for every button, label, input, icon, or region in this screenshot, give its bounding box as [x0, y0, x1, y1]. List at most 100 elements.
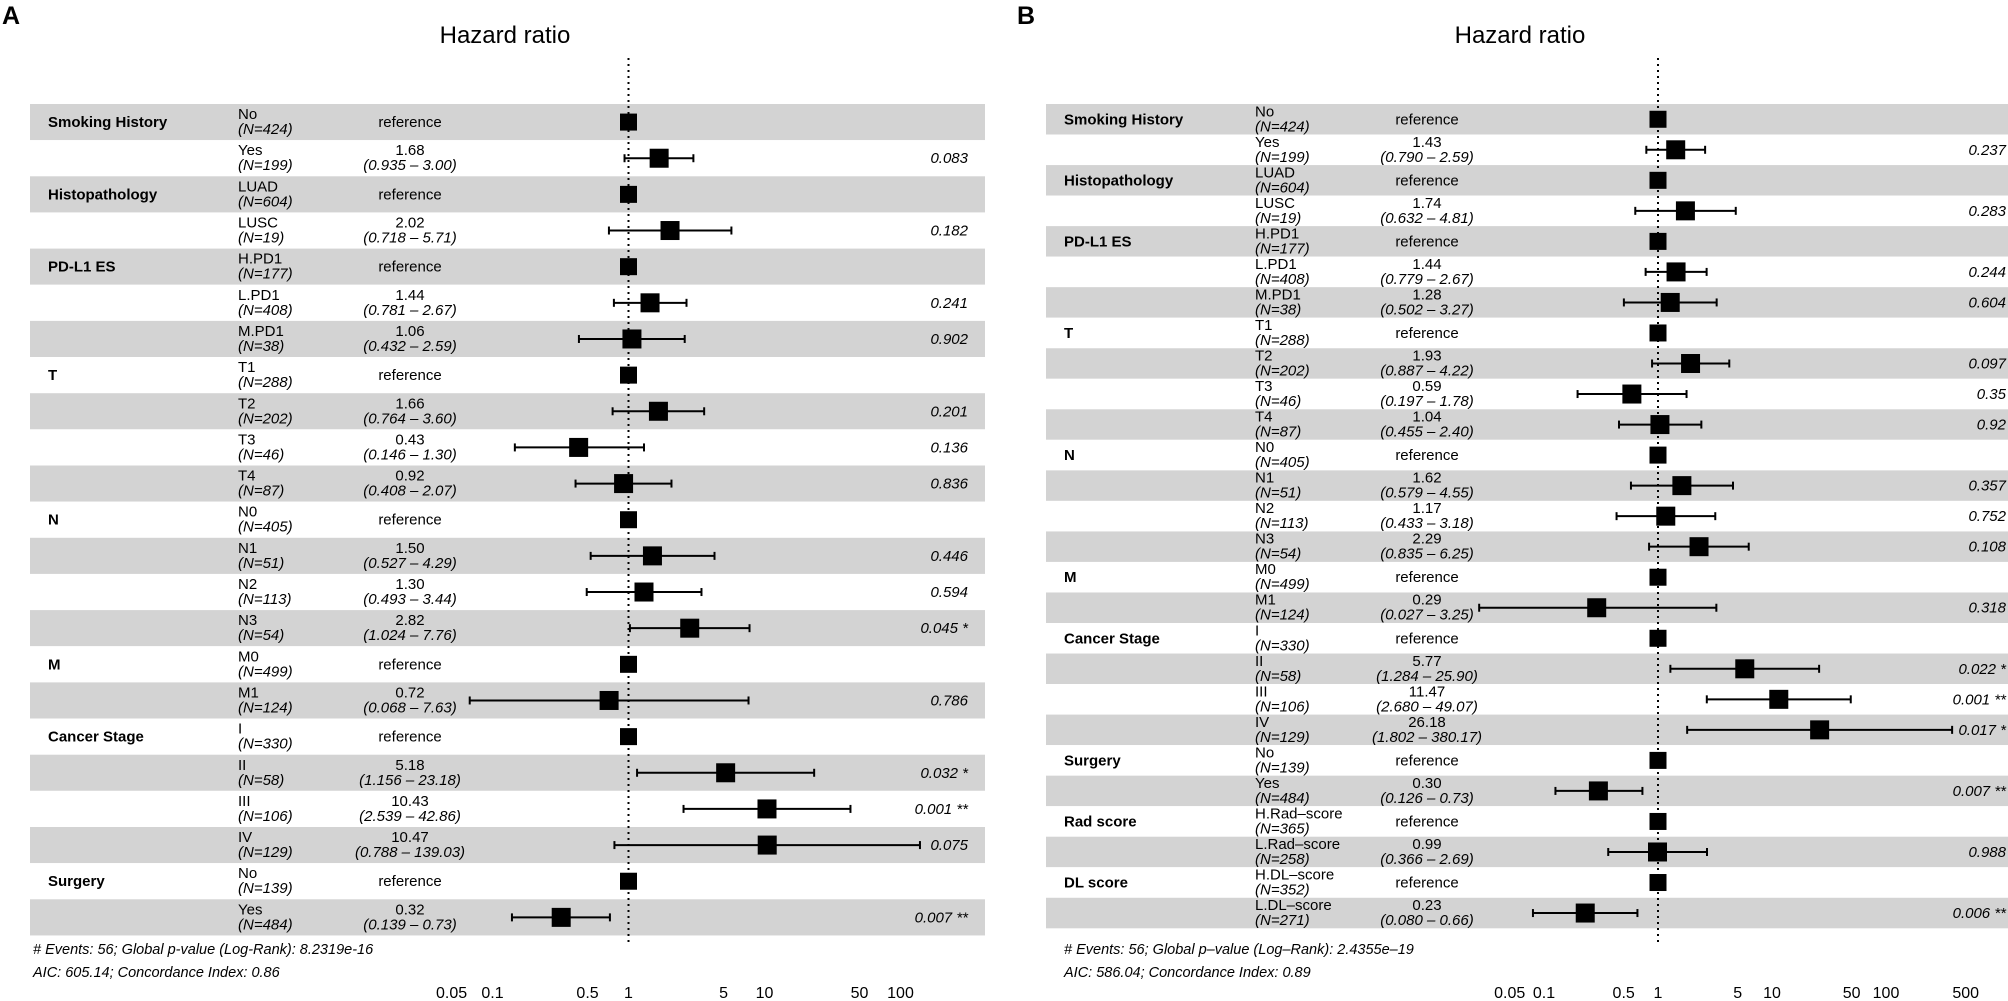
ci-label: (0.781 – 2.67): [363, 302, 456, 319]
p-value-label: 0.136: [930, 439, 968, 456]
row-band: [1046, 378, 2008, 410]
estimate-label: 5.77: [1412, 653, 1441, 670]
hazard-ratio-point: [1575, 903, 1595, 923]
reference-label: reference: [378, 873, 441, 890]
count-label: (N=424): [1255, 118, 1310, 135]
estimate-label: 1.68: [395, 142, 424, 159]
hazard-ratio-point: [1649, 171, 1667, 189]
hazard-ratio-point: [1649, 751, 1667, 769]
count-label: (N=484): [1255, 790, 1310, 807]
level-label: II: [238, 757, 246, 774]
hazard-ratio-point: [1649, 568, 1667, 586]
variable-label: PD-L1 ES: [1064, 233, 1132, 250]
hazard-ratio-point: [620, 655, 637, 673]
level-label: N0: [238, 504, 257, 521]
hazard-ratio-point: [1649, 874, 1667, 892]
x-tick-label: 5: [719, 985, 728, 1001]
row-band: [30, 537, 985, 574]
level-label: H.Rad–score: [1255, 805, 1343, 822]
count-label: (N=58): [1255, 668, 1301, 685]
estimate-label: 1.17: [1412, 500, 1441, 517]
count-label: (N=408): [238, 302, 293, 319]
p-value-label: 0.836: [930, 476, 968, 493]
variable-label: T: [48, 367, 57, 384]
count-label: (N=330): [1255, 637, 1310, 654]
x-tick-label: 0.1: [481, 985, 503, 1001]
estimate-label: 5.18: [395, 757, 424, 774]
level-label: No: [238, 106, 257, 123]
variable-label: Histopathology: [1064, 172, 1174, 189]
level-label: T1: [238, 359, 256, 376]
row-band: [30, 320, 985, 358]
level-label: No: [1255, 103, 1274, 120]
hazard-ratio-point: [642, 546, 662, 566]
hazard-ratio-point: [620, 366, 637, 384]
plot-title: Hazard ratio: [1455, 22, 1586, 49]
footer-annotation: # Events: 56; Global p–value (Log–Rank):…: [1064, 942, 1414, 958]
count-label: (N=604): [1255, 179, 1310, 196]
hazard-ratio-point: [620, 258, 637, 276]
level-label: N1: [1255, 470, 1274, 487]
level-label: M1: [238, 684, 259, 701]
variable-label: T: [1064, 325, 1073, 342]
reference-label: reference: [1395, 447, 1458, 464]
p-value-label: 0.201: [930, 403, 968, 420]
level-label: L.PD1: [238, 287, 280, 304]
count-label: (N=405): [1255, 454, 1310, 471]
row-band: [1046, 470, 2008, 501]
estimate-label: 1.93: [1412, 348, 1441, 365]
row-band: [1046, 348, 2008, 379]
level-label: N1: [238, 540, 257, 557]
count-label: (N=352): [1255, 882, 1310, 899]
level-label: T3: [1255, 378, 1273, 395]
x-tick-label: 5: [1733, 985, 1742, 1001]
count-label: (N=139): [238, 880, 293, 897]
ci-label: (1.156 – 23.18): [359, 772, 461, 789]
row-band: [1046, 226, 2008, 257]
hazard-ratio-point: [640, 293, 660, 313]
level-label: T3: [238, 431, 256, 448]
ci-label: (0.790 – 2.59): [1380, 149, 1473, 166]
estimate-label: 0.59: [1412, 378, 1441, 395]
count-label: (N=408): [1255, 271, 1310, 288]
level-label: T2: [1255, 348, 1273, 365]
hazard-ratio-point: [1656, 506, 1676, 526]
hazard-ratio-point: [1675, 201, 1695, 221]
ci-label: (0.197 – 1.78): [1380, 393, 1473, 410]
ci-label: (0.126 – 0.73): [1380, 790, 1473, 807]
count-label: (N=499): [1255, 576, 1310, 593]
x-tick-label: 0.5: [1613, 985, 1635, 1001]
reference-label: reference: [1395, 813, 1458, 830]
count-label: (N=365): [1255, 820, 1310, 837]
count-label: (N=405): [238, 519, 293, 536]
count-label: (N=129): [1255, 729, 1310, 746]
hazard-ratio-point: [614, 474, 634, 494]
p-value-label: 0.097: [1968, 356, 2006, 373]
p-value-label: 0.083: [930, 150, 968, 167]
reference-label: reference: [1395, 172, 1458, 189]
reference-label: reference: [1395, 111, 1458, 128]
hazard-ratio-point: [1650, 415, 1670, 435]
count-label: (N=139): [1255, 759, 1310, 776]
hazard-ratio-point: [1649, 446, 1667, 464]
row-band: [30, 393, 985, 430]
ci-label: (2.539 – 42.86): [359, 808, 461, 825]
count-label: (N=330): [238, 736, 293, 753]
ci-label: (0.408 – 2.07): [363, 483, 456, 500]
count-label: (N=177): [1255, 240, 1310, 257]
level-label: H.PD1: [1255, 225, 1299, 242]
count-label: (N=129): [238, 844, 293, 861]
hazard-ratio-point: [1649, 812, 1667, 830]
count-label: (N=38): [238, 338, 284, 355]
level-label: Yes: [1255, 775, 1279, 792]
level-label: No: [238, 865, 257, 882]
hazard-ratio-point: [680, 618, 700, 638]
row-band: [1046, 500, 2008, 532]
x-tick-label: 50: [851, 985, 869, 1001]
count-label: (N=51): [238, 555, 284, 572]
ci-label: (0.788 – 139.03): [355, 844, 465, 861]
count-label: (N=288): [238, 374, 293, 391]
ci-label: (1.284 – 25.90): [1376, 668, 1478, 685]
level-label: L.Rad–score: [1255, 836, 1340, 853]
x-tick-label: 50: [1843, 985, 1861, 1001]
